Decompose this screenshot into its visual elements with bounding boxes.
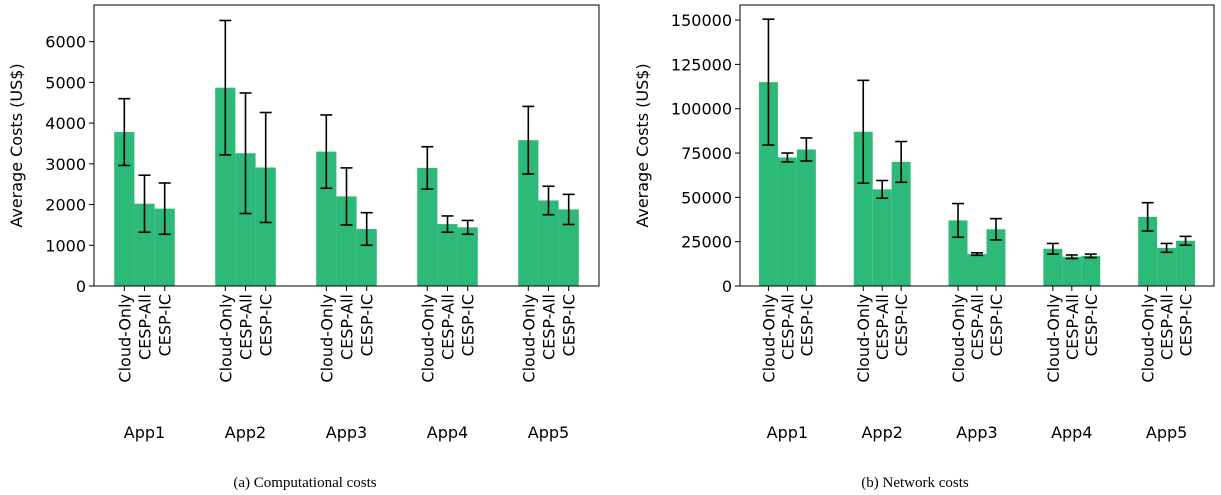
y-axis-label: Average Costs (US$) <box>633 63 652 227</box>
x-tick-label: CESP-IC <box>1082 294 1101 356</box>
bar <box>437 224 458 286</box>
x-tick-label: CESP-All <box>968 294 987 360</box>
bar <box>986 229 1006 286</box>
x-tick-label: CESP-IC <box>1177 294 1196 356</box>
y-tick-label: 125000 <box>671 55 732 74</box>
x-tick-label: CESP-IC <box>560 294 579 356</box>
y-tick-label: 75000 <box>681 144 732 163</box>
bar <box>967 254 987 286</box>
y-tick-label: 0 <box>722 277 732 296</box>
group-label: App5 <box>528 423 569 442</box>
bar <box>316 151 337 286</box>
bar <box>1081 255 1101 286</box>
x-tick-label: CESP-All <box>338 294 357 360</box>
x-tick-label: CESP-All <box>540 294 559 360</box>
x-tick-label: CESP-All <box>778 294 797 360</box>
bar <box>796 149 816 286</box>
x-tick-label: Cloud-Only <box>854 294 873 383</box>
bar <box>1157 247 1177 286</box>
y-tick-label: 6000 <box>45 33 86 52</box>
x-tick-label: CESP-IC <box>987 294 1006 356</box>
bar <box>457 227 478 286</box>
y-tick-label: 0 <box>76 277 86 296</box>
group-label: App1 <box>767 423 808 442</box>
bar <box>215 87 236 286</box>
y-tick-label: 100000 <box>671 100 732 119</box>
x-tick-label: Cloud-Only <box>949 294 968 383</box>
bar <box>356 228 377 286</box>
group-label: App4 <box>1051 423 1092 442</box>
x-tick-label: CESP-All <box>1158 294 1177 360</box>
y-tick-label: 1000 <box>45 236 86 255</box>
bar <box>891 161 911 286</box>
bar <box>1176 240 1196 286</box>
group-label: App4 <box>427 423 468 442</box>
bar <box>1062 256 1082 286</box>
bar <box>134 203 155 286</box>
y-tick-label: 150000 <box>671 11 732 30</box>
caption: (a) Computational costs <box>233 475 376 491</box>
group-label: App2 <box>225 423 266 442</box>
bar <box>255 167 276 286</box>
y-tick-label: 3000 <box>45 155 86 174</box>
group-label: App1 <box>124 423 165 442</box>
group-label: App5 <box>1146 423 1187 442</box>
bar <box>114 132 135 286</box>
x-tick-label: Cloud-Only <box>519 294 538 383</box>
bar <box>853 131 873 286</box>
x-tick-label: CESP-IC <box>459 294 478 356</box>
bar <box>758 82 778 286</box>
plot-frame <box>93 4 600 287</box>
x-tick-label: CESP-All <box>237 294 256 360</box>
x-tick-label: CESP-IC <box>892 294 911 356</box>
y-tick-label: 2000 <box>45 196 86 215</box>
bar <box>417 167 438 286</box>
group-label: App3 <box>956 423 997 442</box>
x-tick-label: CESP-All <box>873 294 892 360</box>
bar <box>1138 216 1158 286</box>
bar <box>1043 248 1063 286</box>
x-tick-label: CESP-All <box>1063 294 1082 360</box>
y-tick-label: 50000 <box>681 188 732 207</box>
y-tick-label: 25000 <box>681 233 732 252</box>
y-tick-label: 5000 <box>45 73 86 92</box>
y-tick-label: 4000 <box>45 114 86 133</box>
x-tick-label: Cloud-Only <box>216 294 235 383</box>
bar <box>336 196 357 286</box>
caption: (b) Network costs <box>861 475 969 491</box>
bar <box>872 189 892 286</box>
x-tick-label: CESP-IC <box>156 294 175 356</box>
x-tick-label: CESP-IC <box>797 294 816 356</box>
y-axis-label: Average Costs (US$) <box>7 63 26 227</box>
x-tick-label: Cloud-Only <box>1139 294 1158 383</box>
x-tick-label: Cloud-Only <box>1044 294 1063 383</box>
bar <box>235 153 256 286</box>
x-tick-label: CESP-IC <box>358 294 377 356</box>
group-label: App2 <box>861 423 902 442</box>
x-tick-label: CESP-IC <box>257 294 276 356</box>
plot-frame <box>739 4 1215 287</box>
group-label: App3 <box>326 423 367 442</box>
bar <box>154 208 175 286</box>
x-tick-label: Cloud-Only <box>418 294 437 383</box>
x-tick-label: CESP-All <box>136 294 155 360</box>
bar <box>558 209 579 286</box>
bar <box>777 157 797 286</box>
x-tick-label: Cloud-Only <box>317 294 336 383</box>
x-tick-label: Cloud-Only <box>759 294 778 383</box>
bar <box>538 200 559 286</box>
bar <box>518 140 539 286</box>
x-tick-label: CESP-All <box>439 294 458 360</box>
x-tick-label: Cloud-Only <box>115 294 134 383</box>
